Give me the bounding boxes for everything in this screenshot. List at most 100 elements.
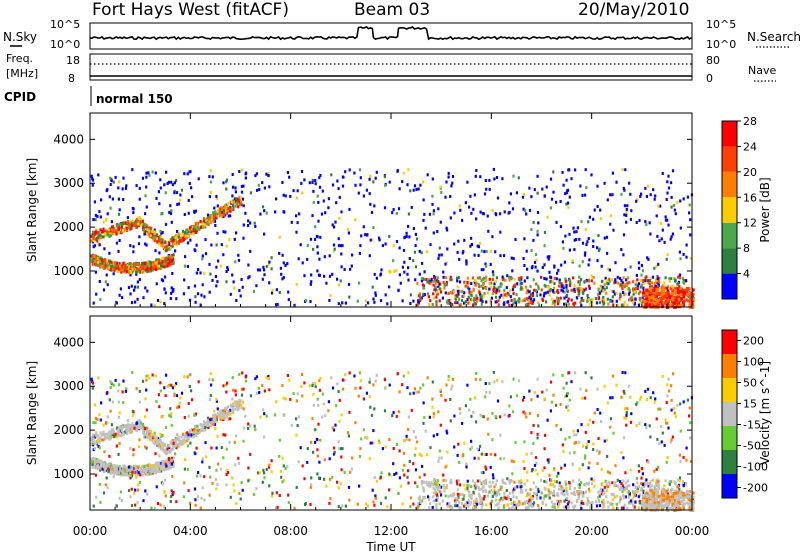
power-cell: [455, 276, 459, 280]
power-cell: [94, 270, 97, 274]
velocity-cell: [145, 374, 148, 378]
power-cell: [609, 222, 612, 226]
velocity-cell: [358, 371, 362, 375]
power-cell: [265, 264, 268, 268]
power-cell: [136, 262, 139, 266]
power-cell: [261, 277, 264, 281]
velocity-cell: [153, 433, 156, 437]
velocity-cell: [602, 499, 605, 502]
power-cell: [110, 260, 113, 264]
velocity-cell: [482, 415, 485, 419]
power-cell: [553, 276, 556, 280]
power-cell: [583, 288, 586, 292]
velocity-cell: [99, 459, 102, 463]
power-cell: [678, 273, 682, 277]
power-cell: [606, 251, 609, 255]
power-cell: [216, 209, 219, 213]
power-cell: [554, 299, 557, 303]
power-cell: [599, 208, 602, 212]
velocity-cell: [241, 488, 244, 492]
power-cell: [623, 285, 626, 289]
velocity-cell: [564, 395, 567, 399]
velocity-cell: [248, 478, 251, 482]
velocity-cell: [451, 384, 454, 388]
velocity-cell: [150, 506, 153, 510]
power-cell: [606, 297, 609, 301]
velocity-cell: [190, 428, 193, 432]
power-cell: [624, 292, 627, 296]
velocity-cell: [439, 423, 442, 427]
power-cell: [511, 269, 514, 273]
velocity-cell: [118, 429, 121, 433]
velocity-cell: [375, 479, 378, 483]
power-cell: [637, 261, 640, 265]
power-cell: [231, 194, 234, 198]
velocity-cell: [325, 484, 328, 488]
power-cell: [458, 303, 461, 307]
velocity-cell: [286, 465, 289, 469]
power-cell: [444, 291, 447, 295]
power-cell: [92, 237, 95, 240]
power-cell: [671, 284, 674, 288]
power-cell: [626, 287, 629, 291]
power-cell: [163, 183, 166, 187]
velocity-cell: [470, 485, 473, 489]
velocity-cell: [111, 431, 114, 435]
velocity-cell: [337, 447, 341, 451]
power-cell: [127, 270, 130, 274]
power-cell: [449, 303, 453, 307]
power-cell: [337, 283, 340, 287]
power-cell: [287, 290, 290, 294]
power-cell: [133, 223, 136, 227]
power-cell: [211, 278, 214, 282]
velocity-cell: [241, 400, 244, 404]
velocity-cell: [584, 396, 587, 400]
velocity-cell: [436, 433, 439, 436]
velocity-cell: [556, 474, 559, 478]
velocity-cell: [653, 469, 656, 473]
velocity-cell: [231, 476, 234, 480]
power-cell: [559, 200, 562, 203]
power-cell: [407, 168, 410, 172]
velocity-cell: [578, 440, 581, 444]
power-cell: [578, 237, 581, 241]
velocity-cell: [127, 489, 131, 493]
velocity-cell: [206, 419, 209, 423]
velocity-cell: [225, 408, 228, 412]
velocity-cell: [397, 410, 401, 414]
power-cell: [174, 237, 177, 241]
velocity-cell: [597, 437, 600, 440]
power-cell: [148, 229, 151, 233]
velocity-cell: [226, 381, 229, 385]
power-cell: [639, 290, 642, 294]
power-cell: [488, 282, 491, 286]
velocity-cell: [210, 417, 213, 421]
velocity-cell: [117, 400, 120, 404]
velocity-cell: [121, 471, 124, 475]
velocity-cell: [240, 406, 243, 410]
power-cell: [568, 248, 571, 252]
power-cell: [516, 282, 519, 286]
power-cell: [258, 188, 261, 191]
power-cell: [637, 303, 641, 307]
power-cell: [664, 218, 668, 222]
power-cell: [543, 263, 546, 267]
power-cell: [503, 210, 506, 214]
velocity-cell: [179, 396, 182, 400]
power-cell: [214, 224, 217, 227]
velocity-cell: [204, 441, 207, 445]
power-cell: [456, 301, 459, 305]
velocity-cell: [142, 428, 145, 432]
power-cell: [517, 176, 520, 180]
power-cell: [587, 279, 590, 283]
velocity-cell: [112, 383, 115, 387]
power-cell: [144, 194, 147, 198]
velocity-cell: [195, 474, 198, 478]
power-cell: [331, 272, 334, 276]
velocity-cell: [379, 476, 382, 480]
velocity-cell: [565, 394, 568, 398]
power-cell: [593, 208, 596, 212]
velocity-cell: [138, 400, 141, 404]
velocity-cell: [523, 440, 526, 444]
power-cell: [614, 280, 617, 284]
